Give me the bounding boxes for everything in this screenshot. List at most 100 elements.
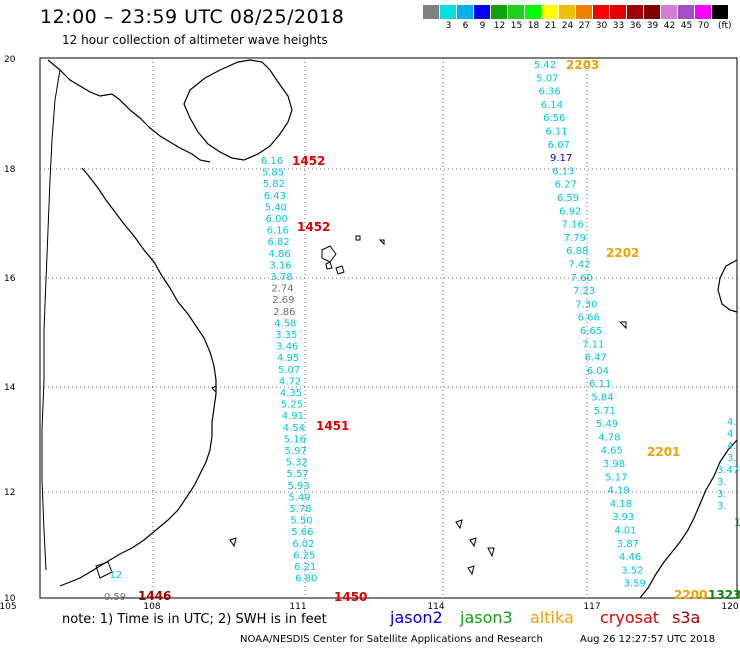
swh-value: 3.46	[276, 342, 298, 353]
swh-value: 5.49	[596, 419, 618, 430]
longitude-label: 105	[0, 602, 17, 610]
scale-swatch	[627, 5, 644, 19]
swh-value: 4.58	[274, 318, 296, 329]
scale-swatch	[661, 5, 678, 19]
scale-swatch	[474, 5, 491, 19]
scale-swatch	[695, 5, 712, 19]
swh-value: 5.50	[290, 516, 312, 527]
scale-label: 21	[544, 21, 557, 31]
pass-time-label: 1323	[708, 588, 740, 602]
scale-swatch	[423, 5, 440, 19]
pass-time-label: 1450	[334, 590, 367, 604]
swh-value: 5.40	[265, 202, 287, 213]
scale-swatch	[542, 5, 559, 19]
swh-value: 3.59	[624, 579, 646, 590]
gulf-tonkin-shore	[41, 69, 61, 571]
swh-value: 3.	[717, 501, 727, 512]
islands	[95, 235, 627, 579]
longitude-label: 117	[583, 602, 600, 610]
swh-value: 4.78	[598, 432, 620, 443]
vietnam-coastline	[47, 59, 217, 587]
swh-value: 3.87	[617, 539, 639, 550]
longitude-label: 108	[143, 602, 160, 610]
swh-value: 4.65	[601, 446, 623, 457]
swh-value: 6.11	[589, 379, 611, 390]
swh-value: 3.93	[612, 512, 634, 523]
swh-value: 6.14	[541, 100, 563, 111]
scale-label: 9	[479, 21, 486, 31]
swh-value: 3.35	[275, 330, 297, 341]
swh-value: 4.01	[614, 526, 636, 537]
latitude-label: 12	[4, 488, 15, 498]
swh-value: 6.02	[292, 539, 314, 550]
swh-value: 6.16	[267, 226, 289, 237]
latitude-label: 10	[4, 594, 16, 604]
swh-value: 5.42	[534, 60, 556, 71]
credit-line: NOAA/NESDIS Center for Satellite Applica…	[240, 634, 543, 645]
scale-label: 33	[612, 21, 625, 31]
color-scale-unit: (ft)	[718, 21, 732, 31]
swh-value: 3.16	[269, 260, 291, 271]
swh-value: 6.59	[557, 193, 579, 204]
swh-value: 7.30	[575, 299, 597, 310]
swh-value: 4.	[727, 417, 737, 428]
swh-value: 3.78	[270, 272, 292, 283]
swh-value: 6.36	[538, 87, 560, 98]
scale-swatch	[644, 5, 661, 19]
swh-value: 3.	[717, 477, 727, 488]
swh-value: 4.91	[282, 411, 304, 422]
color-scale-labels: 3 6 9 12 15 18 21 24 27 30 33 36 39 42 45 70	[423, 21, 712, 31]
swh-value: 5.78	[289, 504, 311, 515]
scale-swatch	[593, 5, 610, 19]
swh-value: 0.59	[104, 592, 126, 603]
swh-value: 3.52	[621, 565, 643, 576]
legend-altika: altika	[530, 608, 574, 627]
swh-value: 6.27	[555, 180, 577, 191]
scale-label: 18	[527, 21, 540, 31]
swh-value: 6.25	[293, 550, 315, 561]
scale-label: 15	[510, 21, 523, 31]
swh-value: 7.42	[568, 260, 590, 271]
footnote: note: 1) Time is in UTC; 2) SWH is in fe…	[62, 612, 327, 627]
scale-label: 6	[462, 21, 469, 31]
longitude-label: 120	[721, 602, 738, 610]
swh-value: 4	[727, 429, 733, 440]
pass-time-label: 2201	[647, 445, 680, 459]
swh-value: 3.47	[717, 465, 739, 476]
pass-time-label: 1452	[292, 154, 325, 168]
swh-value: 6.47	[584, 353, 606, 364]
scale-label: 3	[445, 21, 452, 31]
swh-value: 4.72	[279, 376, 301, 387]
swh-value: 7.60	[571, 273, 593, 284]
scale-label: 27	[578, 21, 591, 31]
map-frame	[39, 57, 738, 599]
swh-value: 5.97	[285, 446, 307, 457]
latitude-label: 18	[4, 165, 16, 175]
scale-swatch	[491, 5, 508, 19]
swh-value: 6.66	[578, 313, 600, 324]
swh-value: 9.17	[550, 153, 572, 164]
philippines-coastline	[639, 259, 738, 599]
scale-swatch	[712, 5, 729, 19]
scale-label: 45	[680, 21, 693, 31]
scale-label: 30	[595, 21, 608, 31]
longitude-label: 114	[427, 602, 444, 610]
hainan-coastline	[183, 59, 293, 161]
swh-value: 4.35	[280, 388, 302, 399]
scale-label: 12	[493, 21, 506, 31]
scale-label: 70	[697, 21, 710, 31]
pass-time-label: 1452	[297, 220, 330, 234]
swh-value: 6.16	[261, 156, 283, 167]
swh-value: 5.85	[262, 168, 284, 179]
generation-timestamp: Aug 26 12:27:57 UTC 2018	[580, 634, 716, 645]
swh-value: 2.86	[273, 307, 295, 318]
scale-swatch	[508, 5, 525, 19]
swh-value: 7.23	[573, 286, 595, 297]
longitude-label: 111	[289, 602, 306, 610]
swh-value: 5.16	[284, 434, 306, 445]
swh-value: 7.79	[564, 233, 586, 244]
swh-value: 4.54	[283, 423, 305, 434]
scale-label: 39	[646, 21, 659, 31]
swh-value: 1	[734, 516, 740, 529]
